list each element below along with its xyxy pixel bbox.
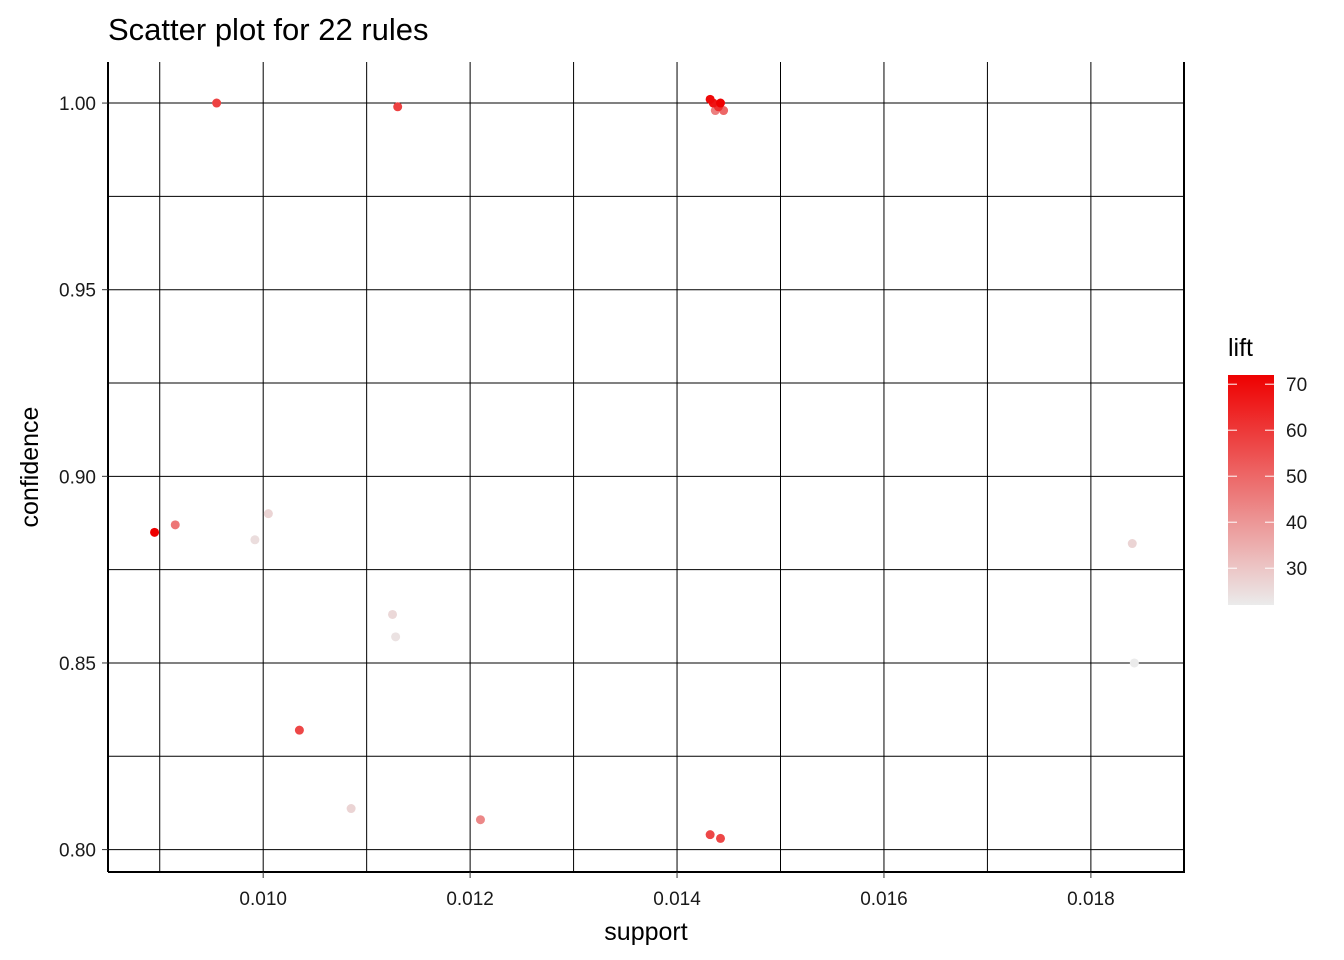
x-tick-label: 0.018	[1067, 889, 1115, 910]
y-tick-label: 0.95	[59, 281, 96, 302]
data-point	[715, 833, 725, 843]
x-axis-ticks: 0.010 0.012 0.014 0.016 0.018	[239, 872, 1115, 910]
data-point	[705, 94, 715, 104]
x-tick-label: 0.014	[653, 889, 701, 910]
data-point	[212, 98, 222, 108]
data-point	[150, 527, 160, 537]
y-tick-label: 0.85	[59, 654, 96, 675]
data-point	[263, 509, 273, 519]
y-axis-ticks: 0.80 0.85 0.90 0.95 1.00	[59, 94, 108, 862]
data-point	[1129, 658, 1139, 668]
legend-tick-label: 50	[1286, 467, 1307, 488]
data-points	[150, 94, 1139, 843]
x-tick-label: 0.010	[239, 889, 287, 910]
legend-colorbar	[1228, 375, 1274, 605]
legend-ticks: 30 40 50 60 70	[1228, 375, 1307, 580]
x-tick-label: 0.016	[860, 889, 908, 910]
data-point	[250, 535, 260, 545]
data-point	[705, 830, 715, 840]
data-point	[346, 804, 356, 814]
legend-title: lift	[1228, 334, 1253, 362]
chart-title: Scatter plot for 22 rules	[108, 12, 429, 47]
data-point	[294, 725, 304, 735]
data-point	[391, 632, 401, 642]
legend-tick-label: 60	[1286, 421, 1307, 442]
color-legend: lift 30 40 50 60 70	[1228, 334, 1307, 605]
legend-tick-label: 40	[1286, 513, 1307, 534]
data-point	[1127, 539, 1137, 549]
data-point	[388, 609, 398, 619]
grid	[108, 62, 1184, 872]
x-tick-label: 0.012	[446, 889, 494, 910]
data-point	[715, 98, 725, 108]
x-axis-title: support	[604, 918, 687, 946]
y-tick-label: 0.80	[59, 841, 96, 862]
data-point	[170, 520, 180, 530]
legend-tick-label: 30	[1286, 559, 1307, 580]
data-point	[393, 102, 403, 112]
y-axis-title: confidence	[16, 407, 44, 528]
data-point	[475, 815, 485, 825]
legend-tick-label: 70	[1286, 375, 1307, 396]
y-tick-label: 1.00	[59, 94, 96, 115]
y-tick-label: 0.90	[59, 467, 96, 488]
